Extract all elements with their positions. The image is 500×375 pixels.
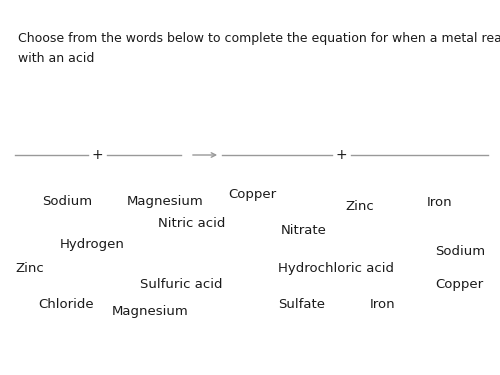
Text: +: + (91, 148, 103, 162)
Text: +: + (335, 148, 347, 162)
Text: Chloride: Chloride (38, 298, 94, 311)
Text: with an acid: with an acid (18, 52, 94, 65)
Text: Hydrogen: Hydrogen (60, 238, 125, 251)
Text: Sodium: Sodium (435, 245, 485, 258)
Text: Hydrochloric acid: Hydrochloric acid (278, 262, 394, 275)
Text: Sulfuric acid: Sulfuric acid (140, 278, 222, 291)
Text: Zinc: Zinc (345, 200, 374, 213)
Text: Zinc: Zinc (15, 262, 44, 275)
Text: Sulfate: Sulfate (278, 298, 325, 311)
Text: Iron: Iron (370, 298, 396, 311)
Text: Nitric acid: Nitric acid (158, 217, 226, 230)
Text: Magnesium: Magnesium (127, 195, 204, 208)
Text: Magnesium: Magnesium (112, 305, 189, 318)
Text: Choose from the words below to complete the equation for when a metal reacts: Choose from the words below to complete … (18, 32, 500, 45)
Text: Sodium: Sodium (42, 195, 92, 208)
Text: Nitrate: Nitrate (281, 224, 327, 237)
Text: Copper: Copper (435, 278, 483, 291)
Text: Copper: Copper (228, 188, 276, 201)
Text: Iron: Iron (427, 196, 452, 209)
